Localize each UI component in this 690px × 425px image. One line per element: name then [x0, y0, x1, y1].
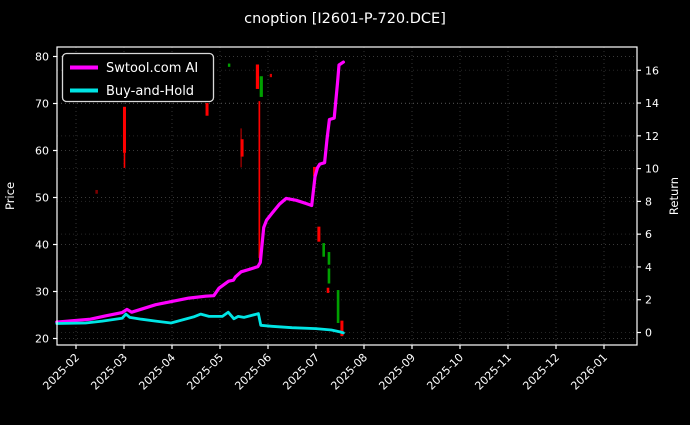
y-tick-label-price: 30: [35, 286, 49, 299]
y-tick-label-price: 70: [35, 98, 49, 111]
series-lines: [55, 60, 345, 335]
candle: [269, 73, 272, 78]
candle: [322, 243, 325, 257]
y-tick-label-return: 14: [645, 97, 659, 110]
y-tick-label-return: 6: [645, 228, 652, 241]
y-tick-label-price: 20: [35, 333, 49, 346]
candle: [340, 320, 344, 337]
chart-title: cnoption [I2601-P-720.DCE]: [244, 11, 446, 27]
plot-border: [56, 46, 638, 346]
legend-label-bh: Buy-and-Hold: [106, 84, 194, 99]
series-line-buy-and-hold: [55, 310, 345, 335]
y-tick-label-return: 16: [645, 64, 659, 77]
candle: [317, 226, 321, 242]
candle: [259, 76, 263, 97]
y-tick-label-return: 2: [645, 294, 652, 307]
candle: [327, 252, 331, 265]
y-axis-label-return: Return: [667, 177, 681, 215]
candle: [227, 63, 231, 67]
y-tick-label-return: 4: [645, 261, 652, 274]
y-tick-label-return: 12: [645, 130, 659, 143]
y-tick-label-price: 40: [35, 239, 49, 252]
candle: [336, 290, 340, 323]
candle: [205, 103, 209, 116]
candle: [95, 189, 98, 194]
candle: [313, 166, 317, 177]
candle: [240, 139, 244, 157]
candle: [327, 268, 331, 284]
y-tick-label-price: 80: [35, 51, 49, 64]
candle: [122, 106, 126, 153]
legend-box: [61, 52, 215, 103]
y-tick-label-price: 50: [35, 192, 49, 205]
legend-label-ai: Swtool.com AI: [106, 61, 198, 76]
legend: Swtool.com AI Buy-and-Hold: [61, 52, 215, 103]
y-tick-label-return: 0: [645, 327, 652, 340]
candle: [255, 64, 260, 89]
y-tick-label-return: 10: [645, 163, 659, 176]
y-tick-label-return: 8: [645, 195, 652, 208]
candlesticks: [95, 63, 344, 337]
y-tick-label-price: 60: [35, 145, 49, 158]
candle: [326, 287, 330, 293]
candle: [123, 152, 126, 168]
y-axis-label-price: Price: [3, 182, 17, 210]
series-line-swtool-com-ai: [55, 60, 345, 324]
candle: [258, 101, 261, 259]
